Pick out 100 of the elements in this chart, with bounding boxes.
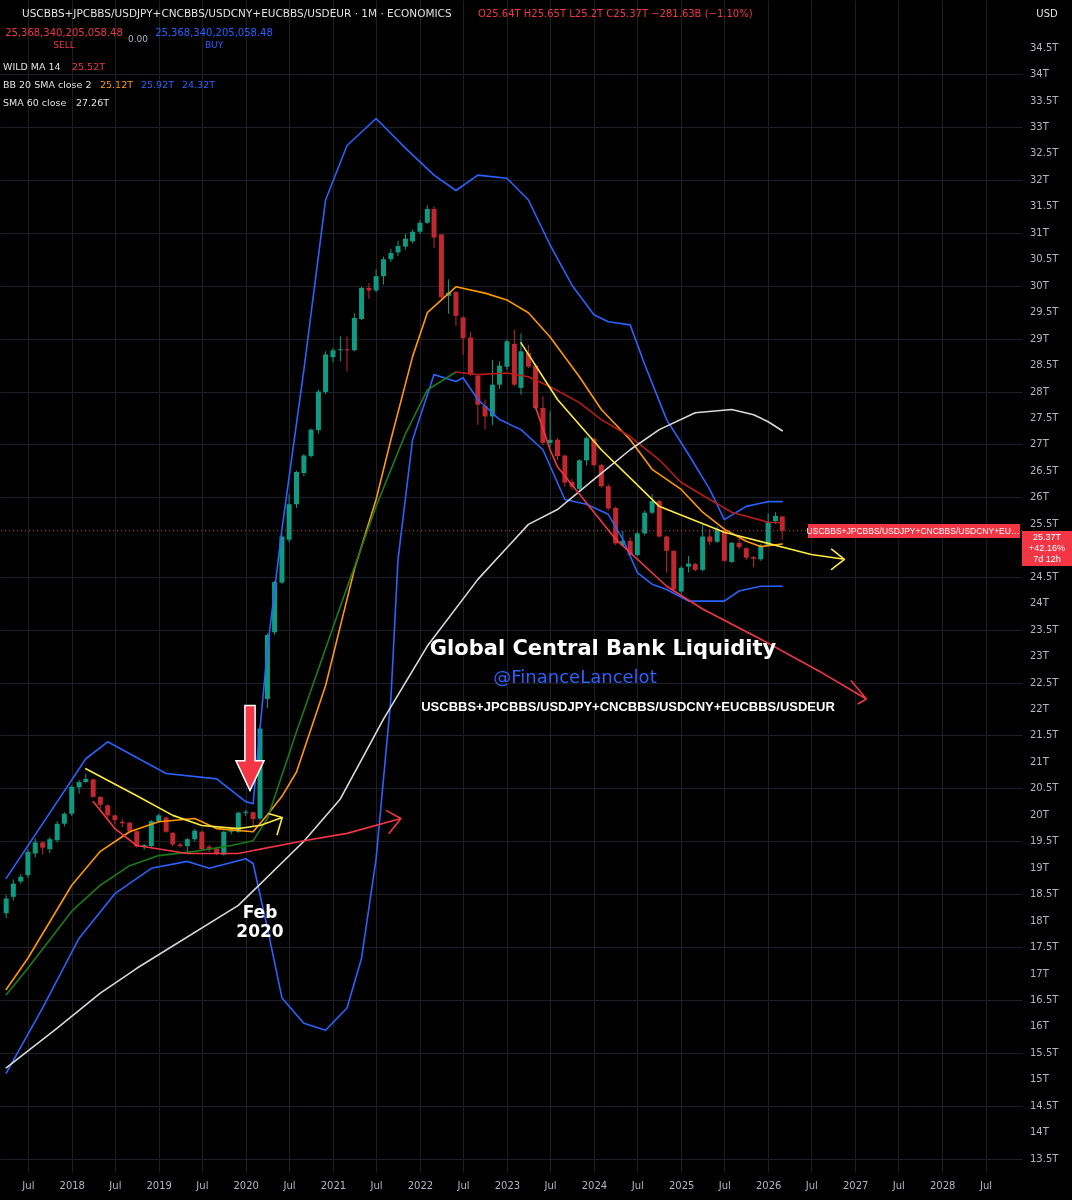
x-tick-label: Jul [195, 1179, 209, 1191]
candlestick [32, 838, 38, 858]
x-tick-label: 2026 [755, 1179, 782, 1191]
candlestick [3, 894, 9, 919]
candlestick [649, 493, 655, 515]
text: 25.37T [1032, 532, 1062, 542]
candlestick [547, 410, 553, 448]
annotation: @FinanceLancelot [493, 666, 657, 687]
y-tick-label: 28.5T [1030, 359, 1060, 371]
x-tick-label: 2018 [59, 1179, 85, 1191]
x-tick-label: Jul [979, 1179, 993, 1191]
x-tick-label: 2023 [494, 1179, 521, 1191]
y-tick-label: 28T [1030, 385, 1050, 397]
annotation: 27.26T [76, 97, 110, 108]
candlestick [337, 336, 343, 362]
y-tick-label: 16.5T [1030, 994, 1060, 1006]
y-tick-label: 19T [1030, 861, 1050, 873]
candlestick [250, 811, 256, 827]
text: +42.16% [1029, 543, 1065, 553]
x-tick-label: Jul [543, 1179, 557, 1191]
y-tick-label: 29.5T [1030, 306, 1060, 318]
annotation: SMA 60 close [3, 97, 67, 108]
candlestick [54, 820, 60, 843]
y-tick-label: 23.5T [1030, 623, 1060, 635]
y-tick-label: 21T [1030, 755, 1050, 767]
annotation: 24.32T [182, 79, 216, 90]
annotation: 25,368,340,205,058.48 [5, 27, 123, 38]
y-tick-label: 34T [1030, 68, 1050, 80]
annotation: BB 20 SMA close 2 [3, 79, 92, 90]
candlestick [634, 531, 640, 558]
candlestick [380, 256, 386, 286]
y-tick-label: 29T [1030, 332, 1050, 344]
x-tick-label: Jul [804, 1179, 818, 1191]
x-tick-label: Jul [630, 1179, 644, 1191]
annotation: 0.00 [127, 34, 149, 44]
candlestick [10, 878, 16, 902]
candlestick [395, 240, 401, 257]
candlestick [25, 848, 31, 879]
y-tick-label: 22.5T [1030, 676, 1060, 688]
x-tick-label: 2022 [407, 1179, 434, 1191]
y-tick-label: 17T [1030, 967, 1050, 979]
candlestick [554, 437, 560, 461]
y-tick-label: 30T [1030, 279, 1050, 291]
candlestick [388, 248, 394, 263]
x-tick-label: Jul [282, 1179, 296, 1191]
candlestick [736, 538, 742, 550]
line-series [85, 768, 283, 836]
candlestick [584, 436, 590, 467]
candlestick [373, 268, 379, 293]
y-tick-label: 27.5T [1030, 412, 1060, 423]
y-tick-label: 24.5T [1030, 570, 1060, 582]
x-tick-label: Jul [456, 1179, 470, 1191]
y-tick-label: 21.5T [1030, 729, 1060, 741]
y-tick-label: 13.5T [1030, 1152, 1060, 1164]
annotation: 25.52T [72, 61, 106, 72]
annotation: 25,368,340,205,058.48 [155, 27, 273, 38]
y-tick-label: 33.5T [1030, 94, 1060, 106]
candlestick [642, 510, 648, 536]
annotation: 25.92T [141, 79, 175, 90]
x-tick-label: 2019 [146, 1179, 172, 1191]
candlestick [344, 336, 350, 372]
y-tick-label: 18.5T [1030, 888, 1060, 900]
y-tick-label: 14.5T [1030, 1099, 1060, 1111]
candlestick [460, 315, 466, 356]
y-tick-label: 32T [1030, 173, 1050, 185]
y-tick-label: 15.5T [1030, 1046, 1060, 1058]
x-tick-label: 2025 [668, 1179, 695, 1191]
annotation: BUY [204, 40, 224, 50]
candlestick [301, 453, 307, 477]
x-tick-label: 2024 [581, 1179, 608, 1191]
x-tick-label: 2028 [929, 1179, 956, 1191]
y-tick-label: 20T [1030, 808, 1050, 820]
annotation: 25.12T [100, 79, 134, 90]
x-tick-label: Jul [369, 1179, 383, 1191]
y-tick-label: 32.5T [1030, 147, 1060, 159]
annotation: USCBBS+JPCBBS/USDJPY+CNCBBS/USDCNY+EUCBBS/USDEUR [421, 699, 836, 714]
candlestick [453, 290, 459, 327]
y-tick-label: 26T [1030, 491, 1050, 503]
candlestick [76, 779, 82, 795]
y-tick-label: 26.5T [1030, 464, 1060, 476]
x-tick-label: Jul [21, 1179, 35, 1191]
candlestick [664, 534, 670, 574]
y-tick-label: 14T [1030, 1126, 1050, 1138]
y-tick-label: 22T [1030, 703, 1050, 715]
y-tick-label: 27T [1030, 438, 1050, 450]
x-tick-label: Jul [717, 1179, 731, 1191]
x-tick-label: Jul [108, 1179, 122, 1191]
y-tick-label: 31T [1030, 226, 1050, 238]
text: USD [1036, 8, 1058, 19]
text: O25.64T H25.65T L25.2T C25.37T −281.63B (−1.10%) [478, 8, 753, 19]
candlestick [424, 204, 430, 225]
y-tick-label: 15T [1030, 1073, 1050, 1085]
y-tick-label: 16T [1030, 1020, 1050, 1032]
annotation: SELL [53, 40, 75, 50]
text: USCBBS+JPCBBS/USDJPY+CNCBBS/USDCNY+EUCBBS/USDEUR · 1M · ECONOMICS [22, 7, 452, 19]
y-tick-label: 34.5T [1030, 41, 1060, 53]
y-tick-label: 23T [1030, 650, 1050, 662]
y-tick-label: 25.5T [1030, 517, 1060, 529]
y-tick-label: 17.5T [1030, 941, 1060, 953]
text: 7d 12h [1033, 554, 1061, 564]
